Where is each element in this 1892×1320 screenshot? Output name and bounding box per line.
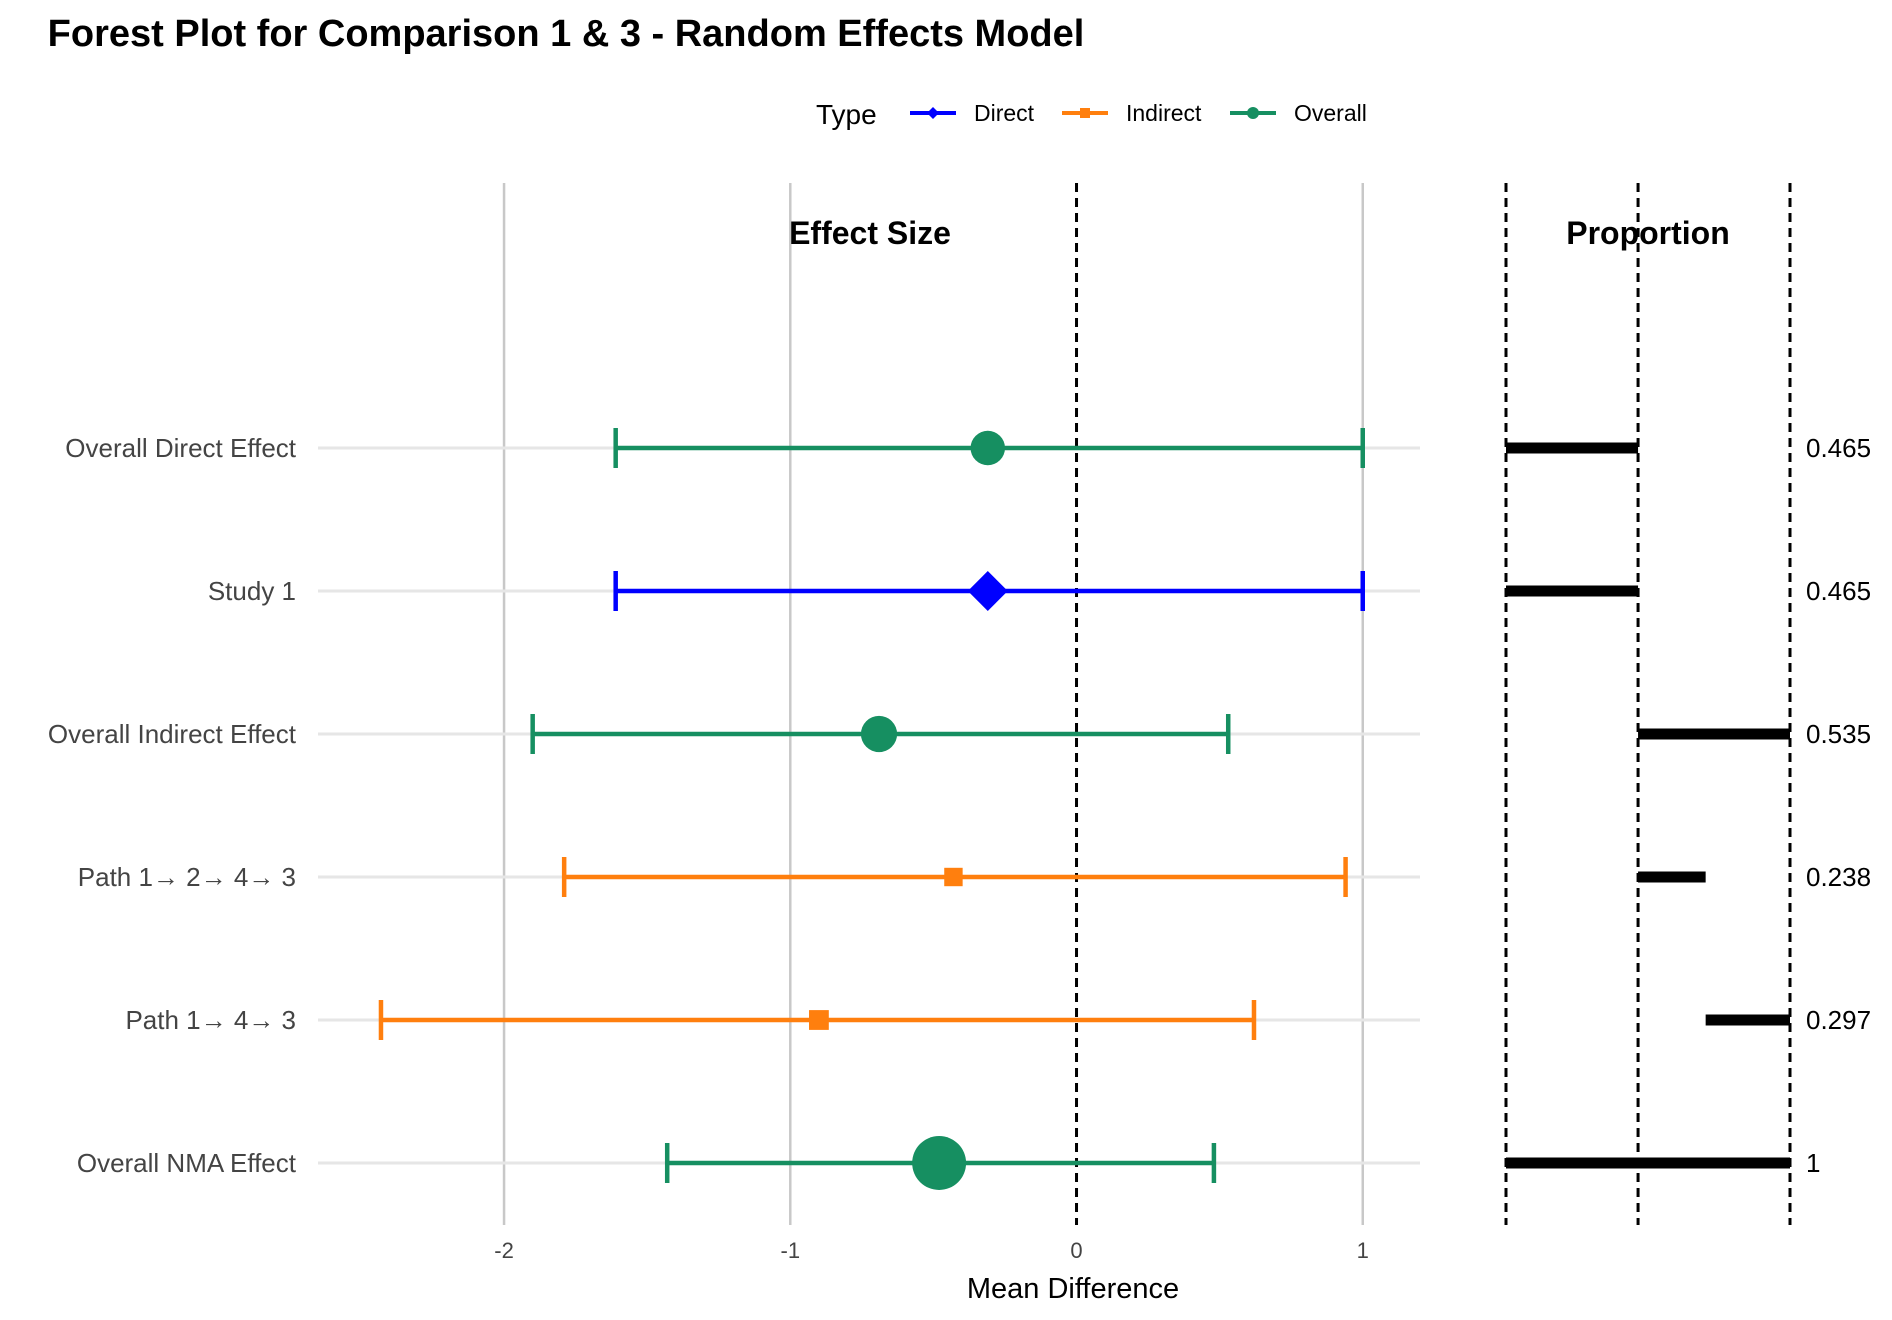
point-estimate-diamond bbox=[967, 571, 1008, 611]
point-estimate-circle bbox=[860, 715, 898, 753]
x-axis-title: Mean Difference bbox=[967, 1273, 1179, 1305]
legend-label-direct: Direct bbox=[974, 100, 1035, 126]
row-label: Overall NMA Effect bbox=[77, 1148, 297, 1178]
effect-panel-title: Effect Size bbox=[789, 215, 951, 251]
proportion-value-label: 1 bbox=[1806, 1148, 1820, 1178]
proportion-value-label: 0.297 bbox=[1806, 1005, 1871, 1035]
legend-key-diamond bbox=[927, 107, 939, 119]
x-tick-label: -2 bbox=[494, 1238, 514, 1263]
row-label: Path 1→ 4→ 3 bbox=[125, 1005, 296, 1035]
legend-label-indirect: Indirect bbox=[1126, 100, 1202, 126]
proportion-value-label: 0.465 bbox=[1806, 576, 1871, 606]
point-estimate-square bbox=[809, 1010, 829, 1030]
proportion-value-label: 0.465 bbox=[1806, 433, 1871, 463]
legend-title: Type bbox=[816, 99, 877, 130]
row-label: Overall Direct Effect bbox=[65, 433, 296, 463]
row-label: Study 1 bbox=[208, 576, 296, 606]
proportion-panel-title: Proportion bbox=[1566, 215, 1730, 251]
legend: Type Direct Indirect Overall bbox=[816, 99, 1367, 130]
x-tick-label: 1 bbox=[1357, 1238, 1369, 1263]
legend-key-circle bbox=[1247, 107, 1259, 119]
chart-title: Forest Plot for Comparison 1 & 3 - Rando… bbox=[48, 13, 1085, 55]
x-tick-label: 0 bbox=[1070, 1238, 1082, 1263]
proportion-panel: Proportion 0.465 0.465 0.535 0.238 0.297 1 bbox=[1504, 183, 1871, 1225]
proportion-value-label: 0.535 bbox=[1806, 719, 1871, 749]
point-estimate-circle bbox=[912, 1136, 967, 1190]
effect-size-panel: Effect Size -2 -1 0 1 Mean Difference bbox=[318, 183, 1420, 1305]
row-labels: Overall Direct Effect Study 1 Overall Indi… bbox=[48, 433, 297, 1178]
point-estimate-circle bbox=[970, 430, 1006, 466]
point-estimate-square bbox=[944, 867, 963, 887]
legend-label-overall: Overall bbox=[1294, 100, 1367, 126]
row-label: Path 1→ 2→ 4→ 3 bbox=[78, 862, 296, 892]
legend-key-square bbox=[1080, 108, 1090, 118]
row-label: Overall Indirect Effect bbox=[48, 719, 297, 749]
x-tick-label: -1 bbox=[781, 1238, 801, 1263]
proportion-value-label: 0.238 bbox=[1806, 862, 1871, 892]
